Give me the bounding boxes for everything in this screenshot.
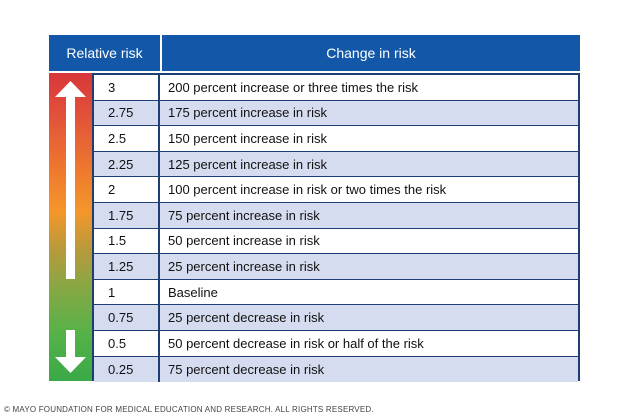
table-row: 2.75 175 percent increase in risk — [94, 100, 578, 127]
risk-rows: 3 200 percent increase or three times th… — [92, 73, 580, 383]
table-row: 1.25 25 percent increase in risk — [94, 254, 578, 280]
relative-risk-value: 0.5 — [94, 330, 160, 356]
risk-arrows — [55, 81, 86, 373]
copyright-notice: © MAYO FOUNDATION FOR MEDICAL EDUCATION … — [4, 405, 374, 414]
change-in-risk-text: 50 percent decrease in risk or half of t… — [160, 330, 578, 356]
relative-risk-value: 1.75 — [94, 202, 160, 228]
table-row: 1 Baseline — [94, 279, 578, 306]
table-row: 2.5 150 percent increase in risk — [94, 126, 578, 152]
header-relative-risk: Relative risk — [49, 35, 160, 71]
relative-risk-value: 1.5 — [94, 228, 160, 254]
table-row: 3 200 percent increase or three times th… — [94, 75, 578, 101]
header-change-in-risk: Change in risk — [162, 35, 580, 71]
change-in-risk-text: 200 percent increase or three times the … — [160, 75, 578, 100]
table-row: 2.25 125 percent increase in risk — [94, 151, 578, 178]
change-in-risk-text: 100 percent increase in risk or two time… — [160, 177, 578, 202]
relative-risk-value: 1.25 — [94, 254, 160, 279]
change-in-risk-text: 125 percent increase in risk — [160, 151, 578, 177]
down-arrow-icon — [55, 330, 86, 373]
change-in-risk-text: 50 percent increase in risk — [160, 228, 578, 254]
change-in-risk-text: 25 percent decrease in risk — [160, 305, 578, 330]
change-in-risk-text: 75 percent decrease in risk — [160, 356, 578, 383]
change-in-risk-text: 175 percent increase in risk — [160, 100, 578, 126]
change-in-risk-text: 150 percent increase in risk — [160, 126, 578, 151]
risk-gradient-bar — [49, 73, 92, 381]
table-row: 0.75 25 percent decrease in risk — [94, 305, 578, 331]
table-row: 1.75 75 percent increase in risk — [94, 202, 578, 229]
relative-risk-value: 1 — [94, 279, 160, 305]
relative-risk-table: Relative risk Change in risk 3 200 perce… — [49, 35, 580, 383]
relative-risk-value: 2 — [94, 177, 160, 202]
change-in-risk-text: 25 percent increase in risk — [160, 254, 578, 279]
relative-risk-value: 0.25 — [94, 356, 160, 383]
relative-risk-value: 2.75 — [94, 100, 160, 126]
change-in-risk-text: Baseline — [160, 279, 578, 305]
table-row: 1.5 50 percent increase in risk — [94, 228, 578, 255]
change-in-risk-text: 75 percent increase in risk — [160, 202, 578, 228]
table-row: 0.5 50 percent decrease in risk or half … — [94, 330, 578, 357]
relative-risk-value: 2.25 — [94, 151, 160, 177]
table-row: 2 100 percent increase in risk or two ti… — [94, 177, 578, 203]
relative-risk-value: 3 — [94, 75, 160, 100]
up-arrow-icon — [55, 81, 86, 279]
table-row: 0.25 75 percent decrease in risk — [94, 356, 578, 383]
relative-risk-value: 0.75 — [94, 305, 160, 330]
relative-risk-value: 2.5 — [94, 126, 160, 151]
